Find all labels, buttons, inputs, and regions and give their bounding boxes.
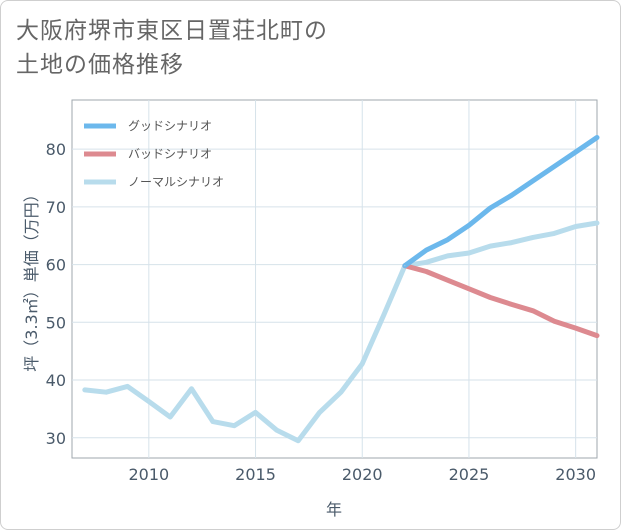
data-point (575, 327, 577, 329)
data-point (596, 222, 598, 224)
x-tick-label: 2010 (128, 465, 169, 484)
data-point (489, 207, 491, 209)
data-point (127, 385, 128, 387)
y-tick-label: 50 (46, 313, 66, 332)
data-point (532, 180, 534, 182)
data-point (489, 245, 491, 247)
data-point (255, 411, 256, 413)
data-point (575, 226, 577, 227)
y-tick-label: 80 (46, 140, 66, 159)
series-2-points (84, 222, 598, 442)
data-point (383, 314, 385, 316)
x-tick-label: 2030 (555, 465, 596, 484)
data-point (468, 224, 470, 226)
y-axis-title: 坪（3.3㎡）単価（万円） (22, 186, 41, 371)
data-point (319, 411, 321, 413)
data-point (511, 242, 513, 244)
chart-title-line-2: 土地の価格推移 (16, 52, 184, 78)
data-point (511, 194, 513, 196)
legend-label: ノーマルシナリオ (128, 175, 224, 189)
data-point (233, 425, 235, 427)
data-point (553, 165, 555, 167)
chart-title: 大阪府堺市東区日置荘北町の 土地の価格推移 (16, 14, 436, 82)
data-point (553, 232, 555, 234)
data-point (553, 320, 555, 322)
data-point (84, 389, 86, 391)
data-point (105, 391, 107, 393)
data-point (340, 391, 342, 393)
data-point (404, 265, 406, 267)
data-point (532, 236, 534, 238)
data-point (596, 137, 598, 138)
data-point (447, 279, 449, 281)
data-point (361, 363, 363, 365)
data-point (212, 421, 214, 423)
data-point (489, 297, 491, 298)
data-point (425, 271, 427, 272)
data-point (297, 440, 299, 442)
data-point (191, 388, 192, 390)
x-axis-title: 年 (326, 500, 342, 519)
data-point (511, 303, 513, 305)
data-point (447, 255, 449, 257)
data-point (276, 429, 278, 431)
series-line-1 (402, 263, 600, 339)
data-point (596, 335, 598, 337)
x-tick-label: 2015 (235, 465, 276, 484)
data-point (447, 239, 449, 241)
legend-label: バッドシナリオ (128, 147, 212, 161)
chart-title-line-1: 大阪府堺市東区日置荘北町の (16, 18, 328, 44)
data-point (468, 252, 470, 254)
data-point (169, 416, 171, 418)
data-point (148, 400, 150, 402)
data-point (532, 310, 534, 312)
y-tick-label: 30 (46, 429, 66, 448)
data-point (425, 261, 427, 263)
data-point (468, 288, 470, 290)
data-point (575, 151, 577, 153)
series-line-0 (402, 135, 600, 269)
legend-label: グッドシナリオ (128, 119, 212, 133)
y-tick-label: 60 (46, 256, 66, 275)
y-tick-label: 70 (46, 198, 66, 217)
x-tick-label: 2020 (342, 465, 383, 484)
y-tick-label: 40 (46, 371, 66, 390)
x-tick-label: 2025 (449, 465, 490, 484)
data-point (425, 249, 427, 251)
